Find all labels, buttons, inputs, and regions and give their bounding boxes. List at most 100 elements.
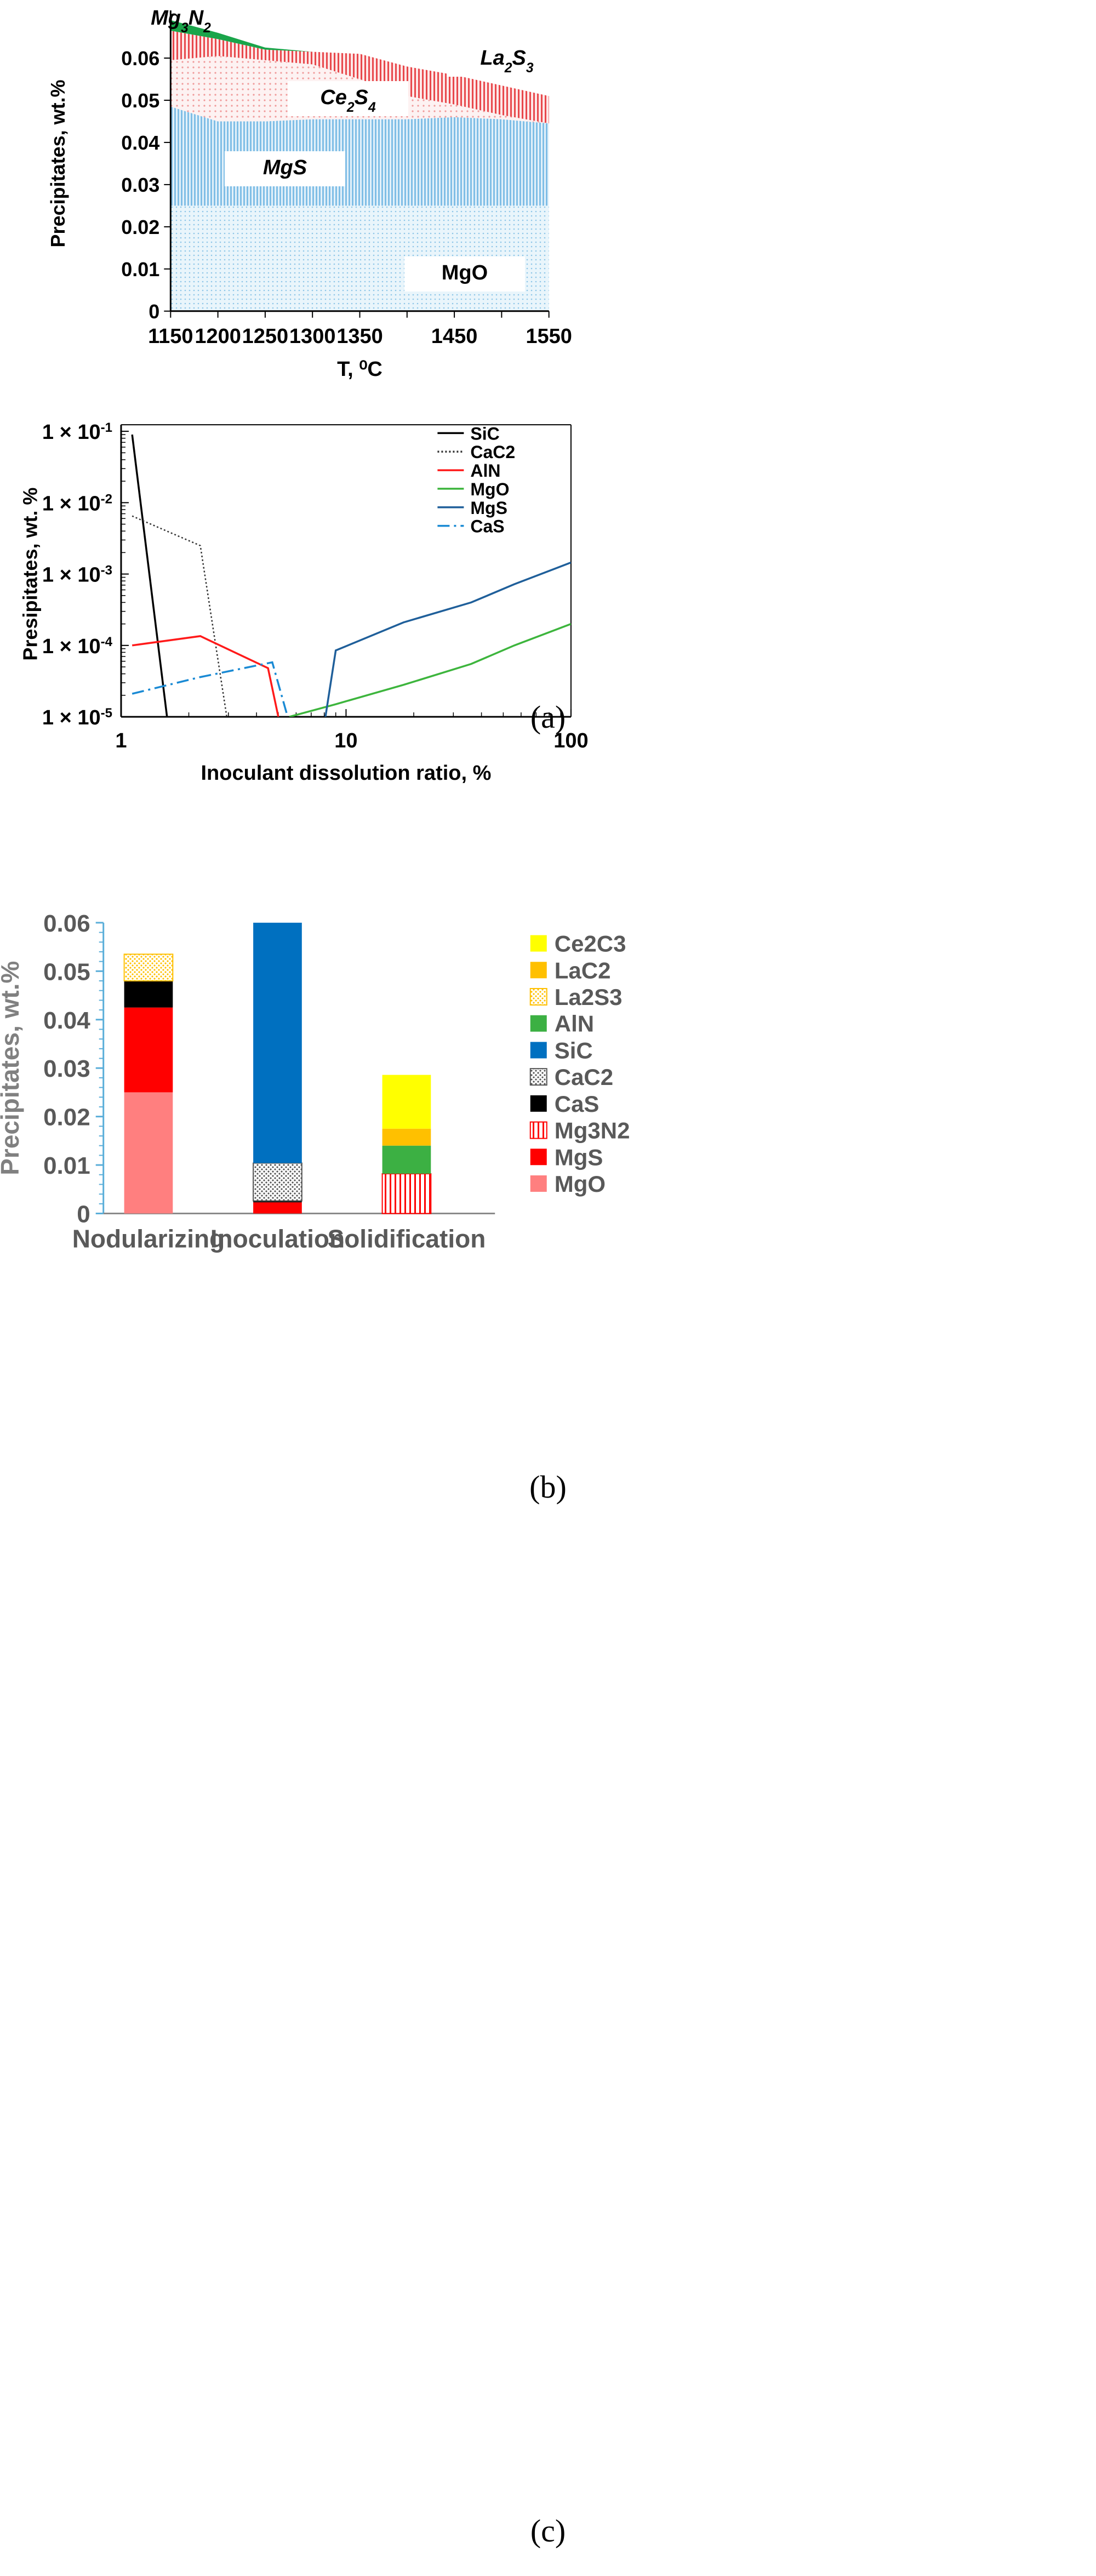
y-tick-label: 1 × 10-5 — [42, 706, 112, 730]
legend-label-aln: AlN — [555, 1011, 594, 1037]
chart-a-stacked-area: 0 0.01 0.02 0.03 0.04 0.05 0.06 1150 1200 1250 130… — [47, 7, 572, 381]
legend-swatch-cas — [530, 1095, 547, 1112]
legend-label-cas: CaS — [555, 1091, 600, 1117]
legend-swatch-sic — [530, 1042, 547, 1059]
y-tick-label: 1 × 10-2 — [42, 492, 112, 516]
bar-nodularizing-la2s3 — [123, 953, 174, 982]
y-tick-label: 0.03 — [43, 1055, 90, 1082]
bar-inoculation-cas — [253, 1201, 302, 1203]
label-box — [288, 81, 408, 116]
y-tick-label: 1 × 10-3 — [42, 563, 112, 587]
y-axis-title: Presipitates, wt. % — [19, 488, 42, 661]
bar-inoculation-sic — [253, 922, 302, 1163]
bar-inoculation-mgs — [253, 1202, 302, 1214]
line-cas — [132, 661, 289, 717]
y-tick-label: 0.06 — [121, 47, 159, 70]
legend-swatch-ce2c3 — [530, 935, 547, 952]
label-mgs-text: MgS — [263, 156, 307, 179]
label-mg3n2-text: Mg3N2 — [151, 7, 211, 36]
label-ce2s4-text: Ce2S4 — [320, 86, 376, 115]
label-ce2s4: Ce2S4 — [288, 81, 408, 116]
legend-swatch-mgs — [530, 1149, 547, 1166]
x-category-label: Nodularizing — [72, 1225, 225, 1253]
x-category-label: Inoculation — [210, 1225, 345, 1253]
label-mg3n2: Mg3N2 — [151, 7, 211, 36]
x-tick-label: 1 — [115, 729, 127, 752]
bar-solidification-lac2 — [382, 1128, 431, 1146]
legend-label-aln: AlN — [470, 461, 500, 481]
legend-swatch-mgo — [530, 1175, 547, 1192]
legend-label-mg3n2: Mg3N2 — [555, 1118, 630, 1144]
x-tick-label: 1150 — [148, 325, 193, 348]
y-tick-label: 0.05 — [43, 958, 90, 985]
legend-label-sic: SiC — [470, 424, 499, 443]
y-tick-label: 0.03 — [121, 174, 159, 196]
legend-swatch-aln — [530, 1015, 547, 1032]
y-tick-label: 0 — [149, 300, 159, 323]
y-tick-label: 0.02 — [43, 1104, 90, 1131]
bar-solidification-mg3n2 — [381, 1173, 432, 1214]
line-aln — [132, 635, 279, 717]
panel-label-c: (c) — [530, 2513, 566, 2549]
legend-swatch-la2s3 — [529, 988, 547, 1006]
series-group — [131, 434, 571, 717]
legend-label-mgs: MgS — [470, 498, 507, 518]
y-tick-label: 0.02 — [121, 216, 159, 238]
line-cac2 — [132, 515, 228, 717]
bar-nodularizing-mgs — [124, 1007, 173, 1093]
y-tick-label: 1 × 10-1 — [42, 420, 112, 444]
legend-label-cac2: CaC2 — [470, 442, 515, 462]
legend-label-la2s3: La2S3 — [555, 984, 623, 1010]
x-tick-label: 1300 — [289, 325, 336, 348]
line-sic — [131, 434, 168, 717]
x-tick-label: 1200 — [195, 325, 241, 348]
legend-swatch-lac2 — [530, 962, 547, 979]
x-tick-label: 1250 — [242, 325, 289, 348]
y-axis-title: Precipitates, wt.% — [0, 961, 24, 1175]
legend-swatch-mg3n2 — [529, 1121, 547, 1139]
legend-label-sic: SiC — [555, 1037, 593, 1063]
y-axis-title: Precipitates, wt.% — [47, 79, 69, 247]
label-mgo-text: MgO — [442, 261, 488, 284]
line-mgs — [324, 561, 571, 717]
legend-label-mgs: MgS — [555, 1144, 603, 1170]
y-tick-label: 0.01 — [121, 258, 159, 281]
x-tick-label: 1350 — [336, 325, 383, 348]
area-la2s3 — [170, 30, 549, 124]
label-box — [447, 42, 567, 77]
y-tick-label: 0.05 — [121, 89, 159, 112]
label-box — [404, 256, 525, 292]
legend-label-cac2: CaC2 — [555, 1064, 613, 1090]
x-axis-title: Inoculant dissolution ratio, % — [201, 762, 491, 785]
bar-solidification-ce2c3 — [382, 1075, 431, 1129]
bar-inoculation-cac2 — [253, 1162, 302, 1202]
label-mgs: MgS — [225, 151, 345, 186]
legend-label-mgo: MgO — [470, 479, 509, 499]
label-mgo: MgO — [404, 256, 525, 292]
x-tick-label: 1450 — [431, 325, 478, 348]
legend-label-mgo: MgO — [555, 1171, 606, 1197]
x-tick-label: 100 — [553, 729, 588, 752]
label-box — [225, 151, 345, 186]
y-tick-label: 0 — [77, 1201, 90, 1228]
legend-label-cas: CaS — [470, 517, 504, 536]
x-axis-title: T, ⁰C — [337, 358, 383, 381]
label-la2s3-text: La2S3 — [480, 47, 533, 76]
x-category-label: Solidification — [328, 1225, 486, 1253]
y-tick-label: 1 × 10-4 — [42, 634, 113, 658]
panel-label-b: (b) — [529, 1469, 567, 1505]
y-tick-label: 0.06 — [43, 910, 90, 937]
legend-label-ce2c3: Ce2C3 — [555, 931, 626, 957]
y-tick-label: 0.04 — [121, 132, 159, 154]
bar-nodularizing-cas — [124, 981, 173, 1008]
legend-label-lac2: LaC2 — [555, 957, 611, 983]
y-tick-label: 0.04 — [43, 1007, 90, 1034]
y-tick-label: 0.01 — [43, 1152, 90, 1179]
chart-c-stacked-bar: 0 0.01 0.02 0.03 0.04 0.05 0.06 Precipitates, w… — [0, 910, 630, 1253]
bar-nodularizing-mgo — [124, 1092, 173, 1214]
bar-solidification-aln — [382, 1145, 431, 1174]
x-tick-label: 10 — [334, 729, 357, 752]
legend-swatch-cac2 — [529, 1068, 547, 1086]
chart-b-log-line: 1 × 10-5 1 × 10-4 1 × 10-3 1 × 10-2 1 × 10-1… — [19, 420, 589, 785]
label-la2s3: La2S3 — [447, 42, 567, 77]
